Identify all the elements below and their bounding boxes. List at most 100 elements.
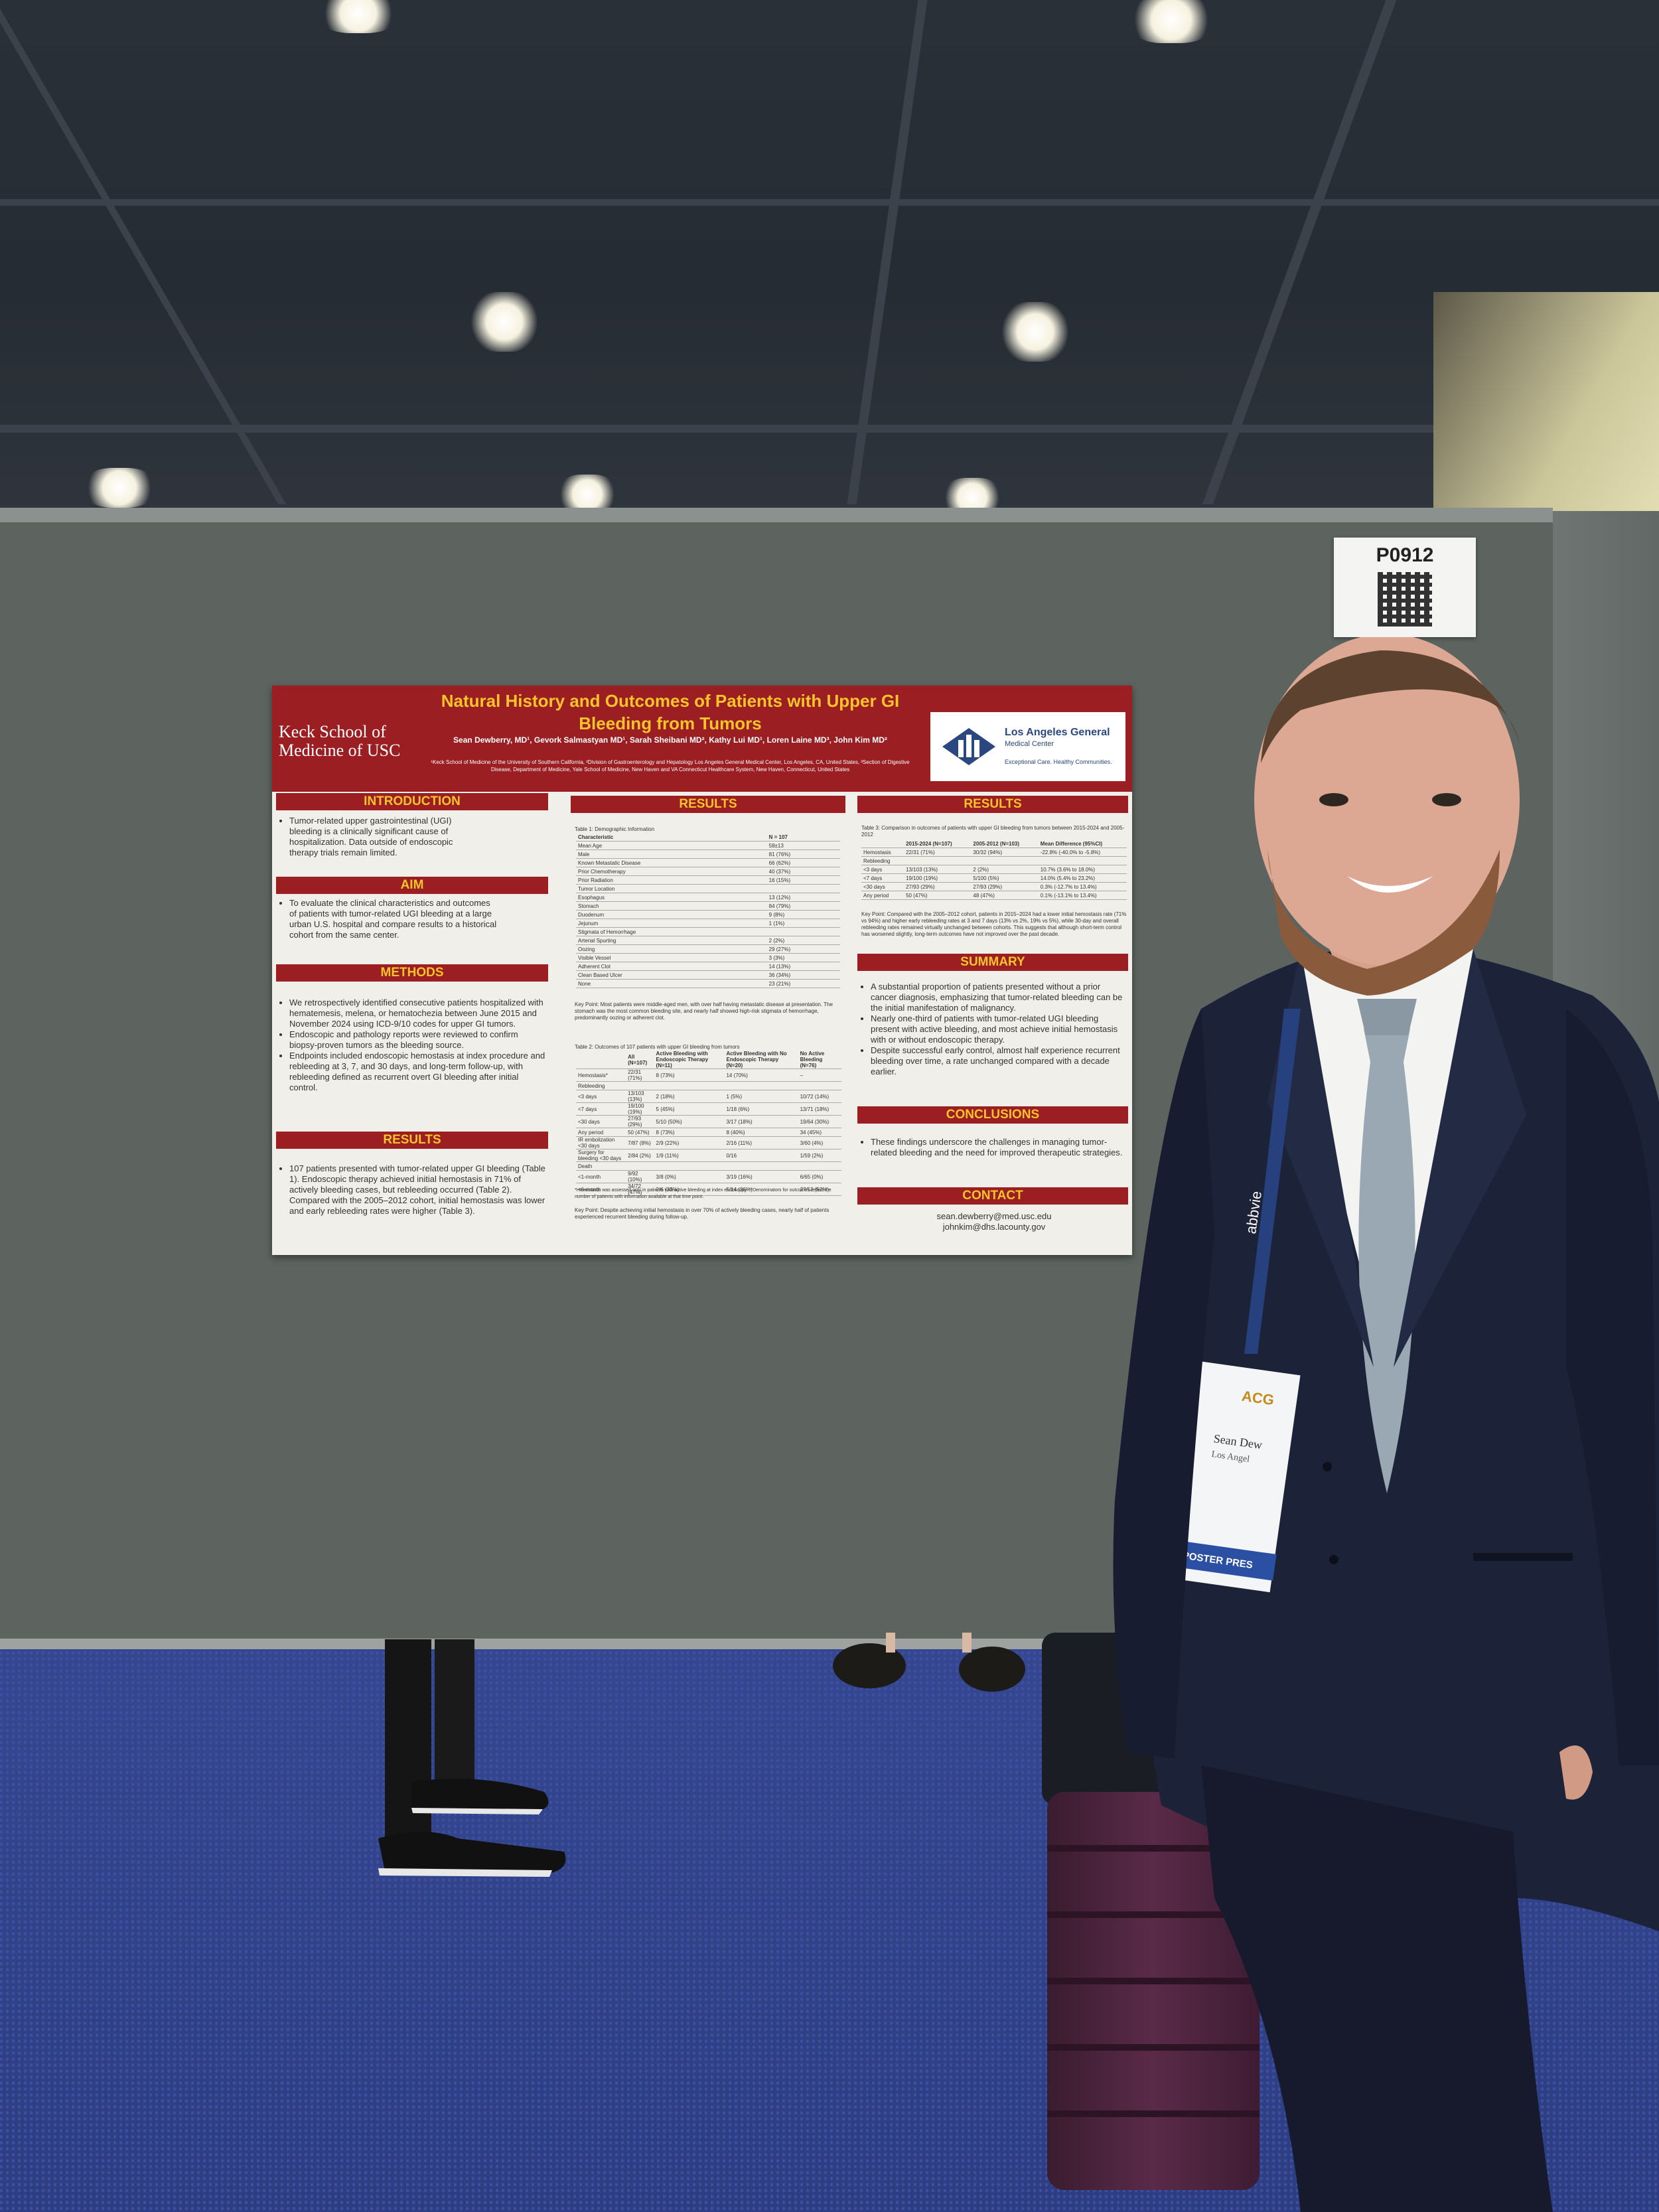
table-cell: 3/60 (4%) bbox=[798, 1136, 841, 1149]
presenter: abbvie ACG Sean Dew Los Angel POSTER PRE… bbox=[1113, 637, 1659, 2212]
table-cell: <7 days bbox=[861, 873, 904, 883]
table1: Characteristic N = 107 Mean Age 58±13 Male 81… bbox=[576, 833, 840, 988]
table-cell: 3 (3%) bbox=[766, 953, 840, 962]
table-cell: 19/64 (30%) bbox=[798, 1115, 841, 1128]
poster-authors: Sean Dewberry, MD¹, Gevork Salmastyan MD… bbox=[453, 735, 887, 745]
t1-header-cell: Characteristic bbox=[576, 833, 767, 842]
t2-header-cell bbox=[576, 1051, 626, 1069]
ceiling-beam bbox=[0, 199, 1659, 206]
ceiling-light bbox=[83, 468, 156, 508]
table1-key-point: Key Point: Most patients were middle-age… bbox=[575, 1001, 833, 1021]
table-cell: 19/100 (19%) bbox=[904, 873, 972, 883]
smile bbox=[1347, 876, 1433, 893]
table-row: Prior Radiation 16 (15%) bbox=[576, 875, 840, 885]
table3-key-point: Key Point: Compared with the 2005–2012 c… bbox=[861, 911, 1127, 937]
table-row: Rebleeding bbox=[861, 856, 1127, 865]
section-heading-results-middle: RESULTS bbox=[571, 796, 845, 813]
ceiling-beam bbox=[0, 425, 1526, 433]
table-cell: Death bbox=[576, 1161, 626, 1171]
table-row: Known Metastatic Disease 66 (62%) bbox=[576, 858, 840, 867]
table-cell: 34/72 (47%) bbox=[626, 1183, 654, 1196]
ceiling-light bbox=[1128, 0, 1214, 43]
table-row: None 23 (21%) bbox=[576, 979, 840, 988]
table-cell: 23 (21%) bbox=[766, 979, 840, 988]
table-row: <30 days 27/93 (29%) 5/10 (50%) 3/17 (18%) 1… bbox=[576, 1115, 841, 1128]
table-cell: 81 (76%) bbox=[766, 849, 840, 859]
ceiling bbox=[0, 0, 1659, 518]
table-row: Mean Age 58±13 bbox=[576, 841, 840, 850]
contact-email-1: sean.dewberry@med.usc.edu bbox=[936, 1211, 1052, 1221]
table-row: Rebleeding bbox=[576, 1081, 841, 1090]
badge-ribbon bbox=[1174, 1540, 1277, 1581]
table-cell: Oozing bbox=[576, 944, 767, 954]
table3-caption: Table 3: Comparison in outcomes of patie… bbox=[861, 825, 1125, 838]
table-cell: 8 (40%) bbox=[724, 1128, 798, 1137]
table-cell: 10/72 (14%) bbox=[798, 1090, 841, 1103]
section-heading-results-right: RESULTS bbox=[857, 796, 1128, 813]
table-cell: Any period bbox=[861, 891, 904, 900]
table-row: Death bbox=[576, 1161, 841, 1171]
results-bullet: 107 patients presented with tumor-relate… bbox=[289, 1163, 548, 1217]
table-cell: 8 (73%) bbox=[654, 1069, 725, 1082]
table-row: Prior Chemotherapy 40 (37%) bbox=[576, 867, 840, 876]
table-row: Visible Vessel 3 (3%) bbox=[576, 953, 840, 962]
table-cell bbox=[798, 1161, 841, 1171]
t1-header-row: Characteristic N = 107 bbox=[576, 833, 840, 842]
table-cell: 1/9 (11%) bbox=[654, 1149, 725, 1162]
table-cell: Male bbox=[576, 849, 767, 859]
suitcase-rib bbox=[1047, 1845, 1260, 1852]
hospital-tagline: Exceptional Care. Healthy Communities. bbox=[1005, 759, 1112, 765]
table-cell: 2/6 (33%) bbox=[654, 1183, 725, 1196]
table-cell bbox=[904, 856, 972, 865]
right-eye bbox=[1432, 793, 1461, 806]
t2-header-cell: No Active Bleeding (N=76) bbox=[798, 1051, 841, 1069]
table-row: Esophagus 13 (12%) bbox=[576, 893, 840, 902]
table-row: Hemostasis 22/31 (71%) 30/32 (94%) -22.8% (… bbox=[861, 848, 1127, 857]
suitcase-rib bbox=[1047, 1978, 1260, 1984]
methods-list: We retrospectively identified consecutiv… bbox=[280, 997, 548, 1093]
table-cell: 1/59 (2%) bbox=[798, 1149, 841, 1162]
table-cell: 19/100 (19%) bbox=[626, 1102, 654, 1116]
table-cell: Stomach bbox=[576, 901, 767, 911]
conclusions-list: These findings underscore the challenges… bbox=[861, 1137, 1127, 1158]
bullet-item: These findings underscore the challenges… bbox=[871, 1137, 1127, 1158]
table-cell: 6/65 (0%) bbox=[798, 1170, 841, 1183]
jacket-button bbox=[1323, 1462, 1332, 1471]
table-cell: 30/32 (94%) bbox=[971, 848, 1039, 857]
table2-notes: *Hemostasis was assessed only in patient… bbox=[575, 1188, 831, 1199]
hair bbox=[1261, 650, 1520, 763]
hospital-logo-icon bbox=[942, 728, 995, 765]
table-cell: 50 (47%) bbox=[626, 1128, 654, 1137]
table-cell: 7/87 (8%) bbox=[626, 1136, 654, 1149]
aim-bullet: To evaluate the clinical characteristics… bbox=[289, 898, 499, 940]
table-cell: 34 (45%) bbox=[798, 1128, 841, 1137]
table-row: Clean Based Ulcer 36 (34%) bbox=[576, 970, 840, 980]
table2: All (N=107) Active Bleeding with Endoscop… bbox=[576, 1051, 841, 1196]
ceiling-light bbox=[319, 0, 398, 33]
table-cell bbox=[626, 1161, 654, 1171]
table-cell: 0.1% (-13.1% to 13.4%) bbox=[1038, 891, 1127, 900]
table-row: Tumor Location bbox=[576, 884, 840, 893]
table-cell bbox=[654, 1081, 725, 1090]
table-cell: Mean Age bbox=[576, 841, 767, 850]
table-cell: <1-month bbox=[576, 1170, 626, 1183]
table-cell bbox=[724, 1081, 798, 1090]
bullet-item: Despite successful early control, almost… bbox=[871, 1045, 1127, 1077]
table-cell: 40 (37%) bbox=[766, 867, 840, 876]
summary-list: A substantial proportion of patients pre… bbox=[861, 982, 1127, 1077]
table-row: Stomach 84 (79%) bbox=[576, 901, 840, 911]
table-cell: 5/100 (5%) bbox=[971, 873, 1039, 883]
table-row: Male 81 (76%) bbox=[576, 849, 840, 859]
intro-text: Tumor-related upper gastrointestinal (UG… bbox=[280, 816, 479, 858]
table-cell: <7 days bbox=[576, 1102, 626, 1116]
conference-badge bbox=[1171, 1361, 1301, 1593]
table-cell: 1/18 (6%) bbox=[724, 1102, 798, 1116]
beard bbox=[1267, 849, 1500, 995]
table-row: IR embolization <30 days 7/87 (8%) 2/9 (22… bbox=[576, 1136, 841, 1149]
suit-pants bbox=[1201, 1765, 1553, 2212]
section-heading-results-left: RESULTS bbox=[276, 1132, 548, 1149]
table-cell bbox=[626, 1081, 654, 1090]
table-cell: 9 (8%) bbox=[766, 910, 840, 919]
table-row: <30 days 27/93 (29%) 27/93 (29%) 0.3% (-12.… bbox=[861, 882, 1127, 891]
table-cell: Surgery for bleeding <30 days bbox=[576, 1149, 626, 1162]
